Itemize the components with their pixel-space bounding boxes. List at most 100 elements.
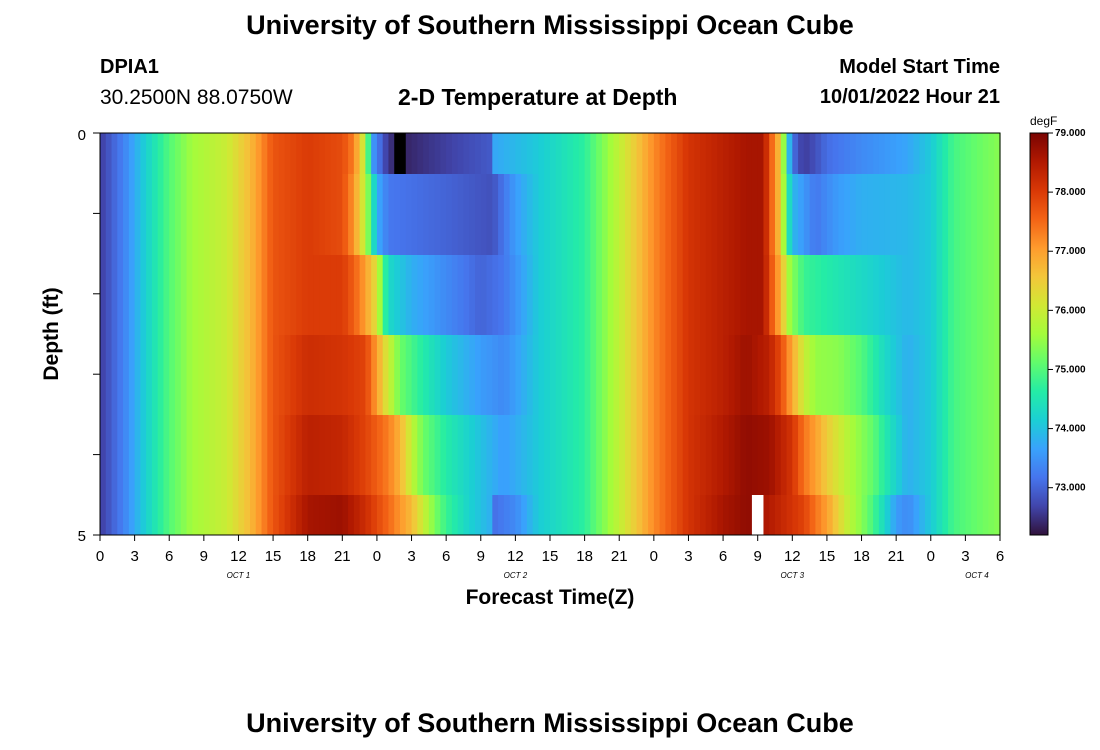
heatmap-cell xyxy=(365,415,372,496)
heatmap-cell xyxy=(700,495,707,536)
heatmap-cell xyxy=(371,415,378,496)
heatmap-cell xyxy=(809,174,816,256)
heatmap-cell xyxy=(942,335,949,416)
heatmap-cell xyxy=(428,335,436,416)
heatmap-cell xyxy=(948,335,955,416)
heatmap-cell xyxy=(325,255,332,336)
heatmap-cell xyxy=(463,174,470,256)
heatmap-cell xyxy=(509,495,516,536)
heatmap-cell xyxy=(446,335,453,416)
heatmap-cell xyxy=(544,335,551,416)
heatmap-cell xyxy=(619,174,626,256)
heatmap-cell xyxy=(815,133,822,175)
heatmap-cell xyxy=(751,174,759,256)
heatmap-cell xyxy=(151,335,159,416)
heatmap-cell xyxy=(325,495,332,536)
heatmap-cell xyxy=(723,495,730,536)
heatmap-cell xyxy=(209,174,216,256)
heatmap-cell xyxy=(590,495,597,536)
heatmap-cell xyxy=(619,415,626,496)
heatmap-cell xyxy=(659,495,666,536)
heatmap-cell xyxy=(676,174,684,256)
heatmap-cell xyxy=(867,415,874,496)
heatmap-cell xyxy=(180,415,188,496)
heatmap-cell xyxy=(578,495,586,536)
heatmap-cell xyxy=(757,495,765,536)
heatmap-cell xyxy=(550,174,557,256)
heatmap-cell xyxy=(446,415,453,496)
heatmap-cell xyxy=(786,133,793,175)
heatmap-cell xyxy=(475,255,482,336)
heatmap-cell xyxy=(723,335,730,416)
heatmap-cell xyxy=(798,133,805,175)
heatmap-cell xyxy=(671,415,678,496)
heatmap-cell xyxy=(550,415,557,496)
heatmap-cell xyxy=(284,174,291,256)
heatmap-cell xyxy=(550,335,557,416)
heatmap-cell xyxy=(117,133,124,175)
heatmap-cell xyxy=(382,495,390,536)
heatmap-cell xyxy=(746,133,753,175)
heatmap-cell xyxy=(688,335,695,416)
heatmap-cell xyxy=(913,174,920,256)
heatmap-row-4 xyxy=(100,335,1001,416)
heatmap-row-6 xyxy=(100,495,1001,536)
heatmap-cell xyxy=(186,133,193,175)
heatmap-cell xyxy=(694,335,701,416)
heatmap-cell xyxy=(561,495,568,536)
heatmap-cell xyxy=(936,335,943,416)
heatmap-cell xyxy=(526,495,534,536)
heatmap-cell xyxy=(313,335,320,416)
heatmap-cell xyxy=(382,174,390,256)
heatmap-cell xyxy=(798,495,805,536)
heatmap-cell xyxy=(607,174,615,256)
x-tick-label: 18 xyxy=(576,548,593,565)
heatmap-cell xyxy=(734,133,741,175)
heatmap-cell xyxy=(336,415,343,496)
heatmap-cell xyxy=(659,415,666,496)
x-tick-label: 9 xyxy=(200,548,208,565)
heatmap-cell xyxy=(371,255,378,336)
heatmap-cell xyxy=(509,174,516,256)
heatmap-cell xyxy=(134,174,141,256)
heatmap-cell xyxy=(601,335,609,416)
heatmap-cell xyxy=(134,133,141,175)
heatmap-cell xyxy=(873,255,880,336)
heatmap-cell xyxy=(342,174,349,256)
heatmap-cell xyxy=(700,415,707,496)
heatmap-cell xyxy=(215,174,222,256)
heatmap-cell xyxy=(405,495,413,536)
heatmap-cell xyxy=(653,255,661,336)
heatmap-cell xyxy=(203,335,211,416)
colorbar-scale xyxy=(1029,132,1049,536)
heatmap-cell xyxy=(503,174,511,256)
heatmap-cell xyxy=(203,495,211,536)
heatmap-cell xyxy=(348,174,355,256)
heatmap-cell xyxy=(417,495,424,536)
heatmap-cell xyxy=(573,174,580,256)
heatmap-cell xyxy=(746,335,753,416)
heatmap-cell xyxy=(636,133,643,175)
heatmap-cell xyxy=(267,495,274,536)
heatmap-cell xyxy=(169,495,176,536)
heatmap-cell xyxy=(348,335,355,416)
heatmap-cell xyxy=(255,174,263,256)
x-tick-label: 18 xyxy=(853,548,870,565)
heatmap-cell xyxy=(648,133,655,175)
heatmap-cell xyxy=(232,133,240,175)
heatmap-cell xyxy=(919,255,926,336)
heatmap-cell xyxy=(128,335,136,416)
heatmap-cell xyxy=(307,255,315,336)
heatmap-cell xyxy=(890,335,897,416)
heatmap-cell xyxy=(855,255,863,336)
heatmap-cell xyxy=(261,174,268,256)
heatmap-cell xyxy=(250,415,257,496)
heatmap-cell xyxy=(723,255,730,336)
heatmap-cell xyxy=(209,133,216,175)
heatmap-cell xyxy=(538,335,545,416)
heatmap-cell xyxy=(740,495,747,536)
heatmap-cell xyxy=(498,255,505,336)
heatmap-cell xyxy=(521,335,528,416)
heatmap-cell xyxy=(330,415,338,496)
heatmap-cell xyxy=(976,415,984,496)
